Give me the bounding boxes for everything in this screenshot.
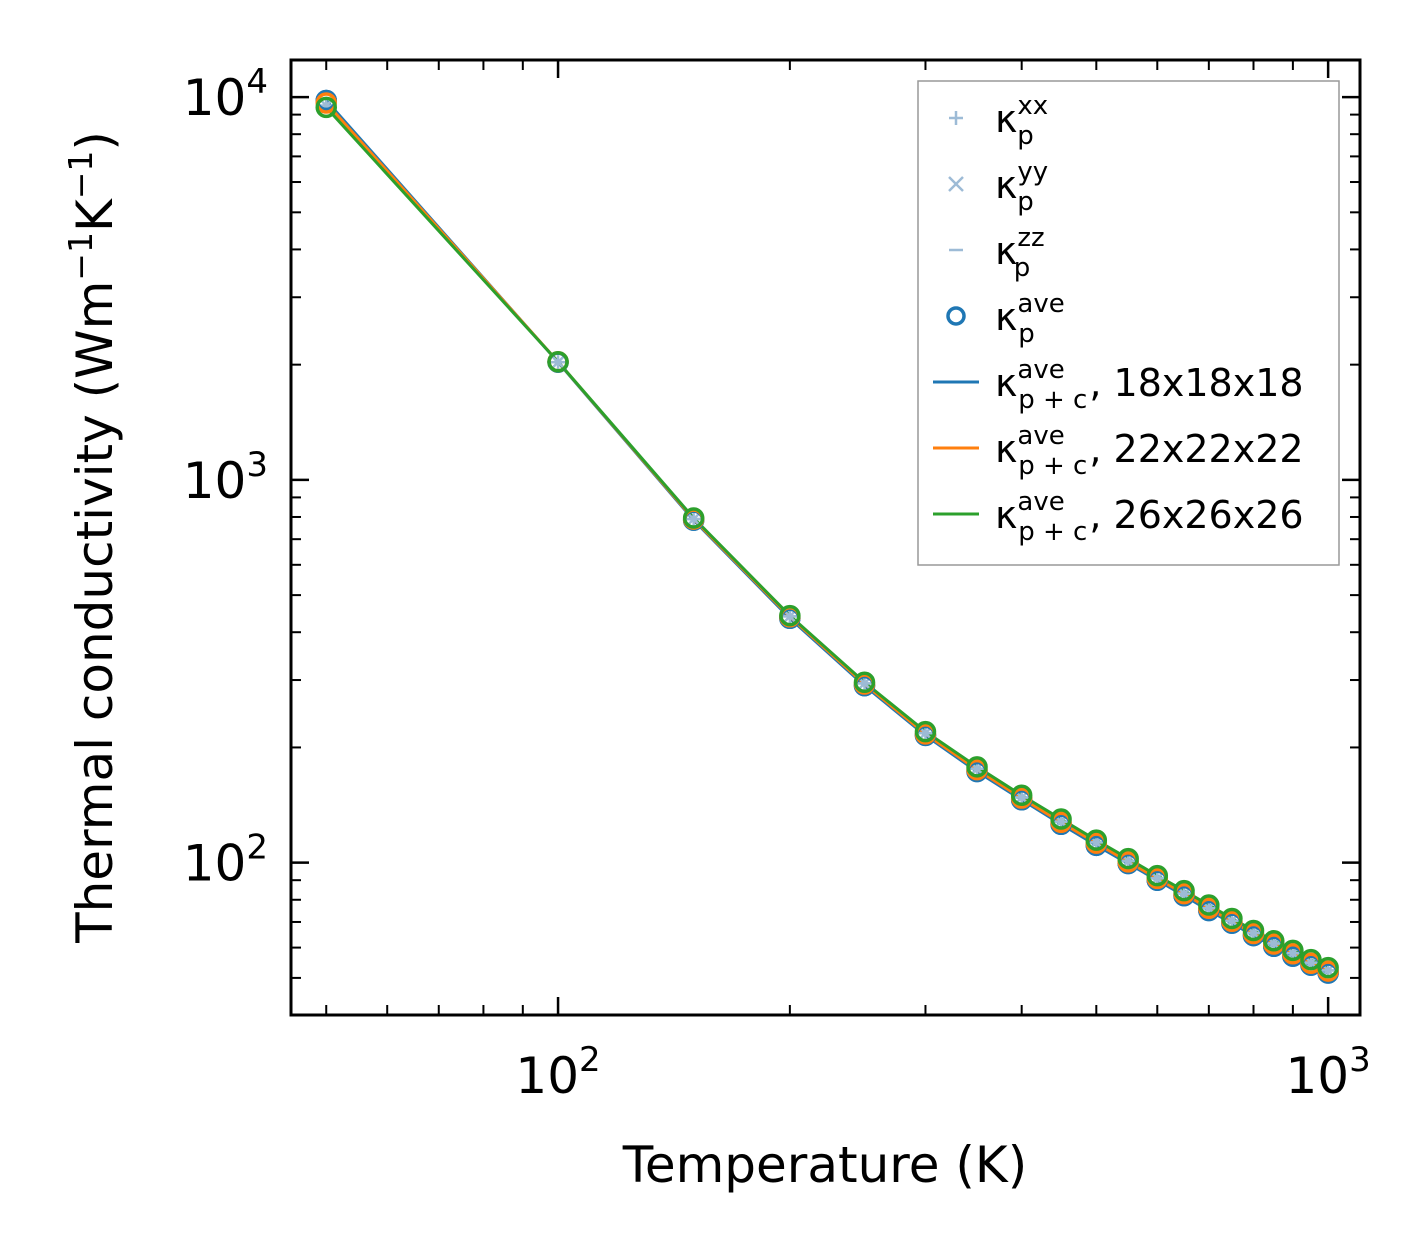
series-markers xyxy=(315,89,1339,984)
data-point-kpc26 xyxy=(1146,864,1169,887)
legend-entry-kzz: κzz p xyxy=(949,223,1045,283)
legend-label-kpc26: κave p + c, 26x26x26 xyxy=(995,487,1304,547)
legend-subscript: p + c xyxy=(1018,385,1087,415)
data-point-kpc26 xyxy=(1010,784,1033,807)
legend-subscript: p + c xyxy=(1018,517,1087,547)
legend-entry-kpc26: κave p + c, 26x26x26 xyxy=(933,487,1304,547)
x-tick-label-exponent: 3 xyxy=(1349,1040,1371,1080)
data-point-kpc26 xyxy=(914,720,937,743)
legend-superscript: xx xyxy=(1017,91,1048,121)
y-tick-label-exponent: 3 xyxy=(246,445,268,485)
y-tick-label-base: 10 xyxy=(183,452,247,510)
legend-label-kave: κave p xyxy=(995,289,1065,349)
data-point-kpc26 xyxy=(1263,930,1285,952)
legend-marker-kyy xyxy=(948,176,964,192)
legend-symbol: κ xyxy=(995,493,1017,537)
y-axis-label-mid: K xyxy=(66,198,124,232)
legend-entry-kpc22: κave p + c, 22x22x22 xyxy=(933,421,1304,481)
data-point-kpc26 xyxy=(682,507,705,529)
legend-marker-kave xyxy=(946,306,966,326)
legend-marker-kyy-b xyxy=(948,176,964,192)
data-point-kpc26 xyxy=(547,351,569,373)
x-tick-label-base: 10 xyxy=(515,1047,579,1105)
y-tick-label: 103 xyxy=(183,445,268,510)
legend-superscript: ave xyxy=(1017,421,1064,451)
data-point-kpc26 xyxy=(1242,919,1265,942)
legend-subscript: p xyxy=(1018,319,1035,349)
legend-superscript: ave xyxy=(1017,487,1064,517)
legend-label-kyy: κyy p xyxy=(995,157,1048,217)
x-axis-label: Temperature (K) xyxy=(622,1136,1027,1194)
legend-entry-kave: κave p xyxy=(946,289,1065,349)
legend-entry-kyy: κyy p xyxy=(948,157,1048,217)
legend-label-kxx: κxx p xyxy=(995,91,1048,151)
legend-box xyxy=(917,80,1340,566)
legend-superscript: ave xyxy=(1017,355,1064,385)
data-point-kpc26 xyxy=(1085,829,1108,851)
legend-suffix: , 22x22x22 xyxy=(1089,427,1303,471)
legend-symbol: κ xyxy=(995,229,1017,273)
y-axis-label-sup2: −1 xyxy=(61,151,100,200)
data-point-kpc26 xyxy=(853,671,876,694)
x-major-ticks: 102 103 xyxy=(515,60,1371,1105)
data-point-kpc26 xyxy=(966,756,988,778)
data-point-kpc26 xyxy=(779,604,801,627)
legend-superscript: ave xyxy=(1017,289,1064,319)
legend-superscript: zz xyxy=(1017,223,1044,253)
x-tick-label: 102 xyxy=(515,1040,600,1105)
legend-label-kpc22: κave p + c, 22x22x22 xyxy=(995,421,1304,481)
legend-symbol: κ xyxy=(995,97,1017,141)
legend-suffix: , 18x18x18 xyxy=(1089,361,1303,405)
y-tick-label: 104 xyxy=(183,62,268,127)
legend-subscript: p + c xyxy=(1018,451,1087,481)
data-point-kpc26 xyxy=(1317,956,1339,979)
legend-subscript: p xyxy=(1017,121,1034,151)
legend-suffix: , 26x26x26 xyxy=(1089,493,1303,537)
data-point-kpc26 xyxy=(1198,894,1220,916)
legend-marker-kxx xyxy=(949,111,963,125)
legend-symbol: κ xyxy=(995,361,1017,405)
y-tick-label: 102 xyxy=(183,828,268,893)
data-point-kpc26 xyxy=(1173,879,1195,902)
data-point-kpc26 xyxy=(1300,948,1322,971)
data-point-kpc26 xyxy=(1050,808,1072,830)
legend-superscript: yy xyxy=(1017,157,1048,187)
y-tick-label-exponent: 4 xyxy=(246,62,268,102)
legend-symbol: κ xyxy=(995,427,1017,471)
y-axis-label-sup1: −1 xyxy=(61,232,100,281)
y-axis-label-base: Thermal conductivity (Wm xyxy=(66,281,124,944)
y-axis-label: Thermal conductivity (Wm−1K−1) xyxy=(61,131,124,944)
legend-label-kzz: κzz p xyxy=(995,223,1045,283)
y-tick-label-base: 10 xyxy=(183,835,247,893)
y-tick-label-exponent: 2 xyxy=(246,828,268,868)
legend-entry-kpc18: κave p + c, 18x18x18 xyxy=(933,355,1304,415)
legend-label-kpc18: κave p + c, 18x18x18 xyxy=(995,355,1304,415)
legend-entry-kxx: κxx p xyxy=(949,91,1048,151)
legend-subscript: p xyxy=(1014,253,1031,283)
x-tick-label-exponent: 2 xyxy=(579,1040,601,1080)
y-tick-label-base: 10 xyxy=(183,69,247,127)
x-tick-label: 103 xyxy=(1285,1040,1370,1105)
data-point-kpc26 xyxy=(1282,939,1304,962)
data-point-kpc26 xyxy=(315,96,337,119)
legend-symbol: κ xyxy=(995,295,1017,339)
data-point-kpc26 xyxy=(1117,847,1139,870)
x-minor-ticks xyxy=(325,60,1294,1015)
legend-symbol: κ xyxy=(995,163,1017,207)
legend-subscript: p xyxy=(1017,187,1034,217)
data-point-kpc26 xyxy=(1221,907,1243,930)
y-axis-label-end: ) xyxy=(66,131,124,151)
plot-frame xyxy=(289,58,1362,1017)
x-tick-label-base: 10 xyxy=(1285,1047,1349,1105)
